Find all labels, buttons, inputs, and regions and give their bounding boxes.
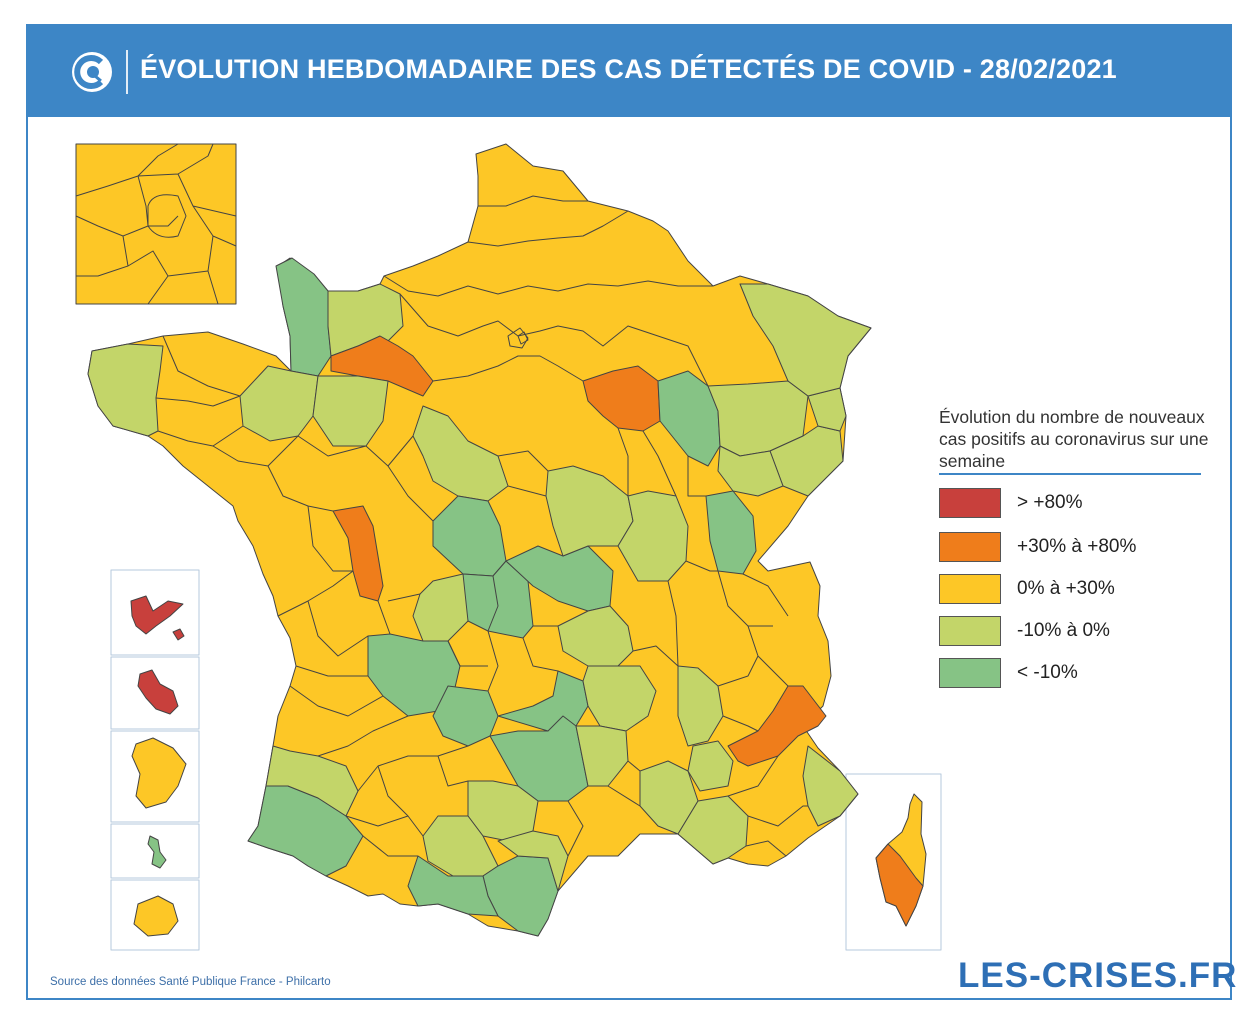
legend-swatch: [939, 658, 1001, 688]
corsica: [875, 793, 927, 927]
brand-logo: LES-CRISES.FR: [958, 956, 1238, 995]
header-separator: [126, 50, 128, 94]
paris-inset: [75, 143, 237, 305]
les-crises-c-icon: [70, 50, 114, 94]
mayotte: [147, 835, 167, 869]
guyane: [131, 737, 187, 809]
legend-label: > +80%: [1017, 492, 1083, 513]
legend-swatch: [939, 616, 1001, 646]
martinique: [137, 669, 179, 715]
legend-swatch: [939, 574, 1001, 604]
source-note: Source des données Santé Publique France…: [50, 976, 331, 988]
legend-swatch: [939, 532, 1001, 562]
header-banner: ÉVOLUTION HEBDOMADAIRE DES CAS DÉTECTÉS …: [28, 26, 1230, 117]
legend-item-red: > +80%: [939, 488, 1083, 518]
legend-swatch: [939, 488, 1001, 518]
legend-divider: [939, 473, 1201, 475]
legend-title: Évolution du nombre de nouveaux cas posi…: [939, 407, 1209, 471]
legend-label: < -10%: [1017, 662, 1078, 683]
legend-label: -10% à 0%: [1017, 620, 1110, 641]
legend-item-light-green: -10% à 0%: [939, 616, 1110, 646]
page-title: ÉVOLUTION HEBDOMADAIRE DES CAS DÉTECTÉS …: [140, 54, 1117, 84]
la-reunion: [133, 895, 179, 937]
legend-label: +30% à +80%: [1017, 536, 1137, 557]
infographic-frame: ÉVOLUTION HEBDOMADAIRE DES CAS DÉTECTÉS …: [26, 24, 1236, 1000]
legend-item-green: < -10%: [939, 658, 1078, 688]
legend-item-yellow: 0% à +30%: [939, 574, 1115, 604]
map-canvas: [75, 143, 942, 951]
guadeloupe: [130, 595, 184, 635]
overseas-insets: [110, 569, 942, 951]
legend-item-orange: +30% à +80%: [939, 532, 1136, 562]
legend-label: 0% à +30%: [1017, 578, 1115, 599]
